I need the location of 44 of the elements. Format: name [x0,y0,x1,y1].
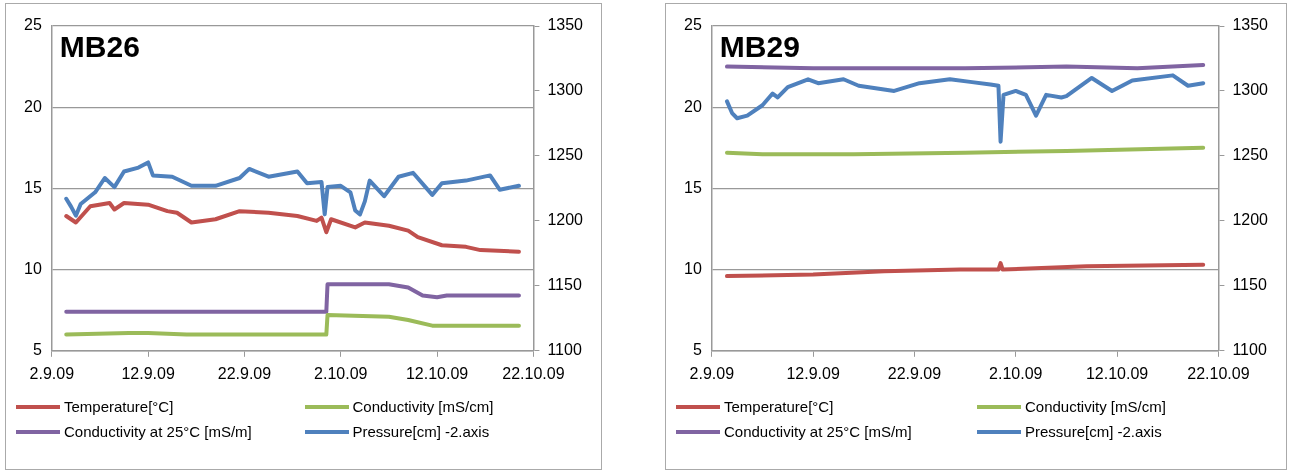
y-tick-label: 15 [684,178,702,196]
legend-label: Conductivity at 25°C [mS/m] [64,423,252,440]
x-tick-label: 12.9.09 [786,364,840,382]
legend-label: Conductivity [mS/cm] [352,398,494,415]
legend-label: Pressure[cm] -2.axis [1025,423,1162,440]
x-tick-label: 12.10.09 [405,364,469,382]
x-tick-label: 22.9.09 [887,364,942,382]
y-tick-label: 10 [684,260,702,278]
y-tick-label: 20 [684,97,702,115]
x-tick-label: 2.9.09 [29,364,75,382]
y2-tick-label: 1200 [1232,211,1269,229]
y2-tick-label: 1250 [1232,146,1269,164]
y2-tick-label: 1350 [547,16,584,34]
y2-tick-label: 1250 [547,146,584,164]
y-tick-label: 5 [692,341,702,359]
y2-tick-label: 1300 [547,81,584,99]
legend-label: Temperature[°C] [64,398,174,415]
y-tick-label: 25 [24,16,42,34]
y-tick-label: 15 [24,178,42,196]
legend-label: Temperature[°C] [724,398,834,415]
y-tick-label: 5 [32,341,42,359]
y2-tick-label: 1200 [547,211,584,229]
x-tick-label: 22.9.09 [217,364,272,382]
y2-tick-label: 1100 [547,341,582,359]
x-tick-label: 22.10.09 [1187,364,1250,382]
legend-label: Pressure[cm] -2.axis [352,423,490,440]
y2-tick-label: 1150 [1232,276,1267,294]
legend-label: Conductivity at 25°C [mS/m] [724,423,912,440]
y2-tick-label: 1350 [1232,16,1269,34]
x-tick-label: 12.10.09 [1085,364,1149,382]
y-tick-label: 20 [24,97,42,115]
chart-title: MB29 [719,30,800,64]
chart-title: MB26 [59,30,140,64]
y-tick-label: 25 [684,16,702,34]
x-tick-label: 22.10.09 [502,364,565,382]
x-tick-label: 2.10.09 [314,364,368,382]
x-tick-label: 2.9.09 [689,364,735,382]
legend-label: Conductivity [mS/cm] [1025,398,1166,415]
y2-tick-label: 1150 [547,276,582,294]
x-tick-label: 2.10.09 [989,364,1043,382]
y-tick-label: 10 [24,260,42,278]
y2-tick-label: 1100 [1232,341,1267,359]
x-tick-label: 12.9.09 [121,364,175,382]
y2-tick-label: 1300 [1232,81,1269,99]
